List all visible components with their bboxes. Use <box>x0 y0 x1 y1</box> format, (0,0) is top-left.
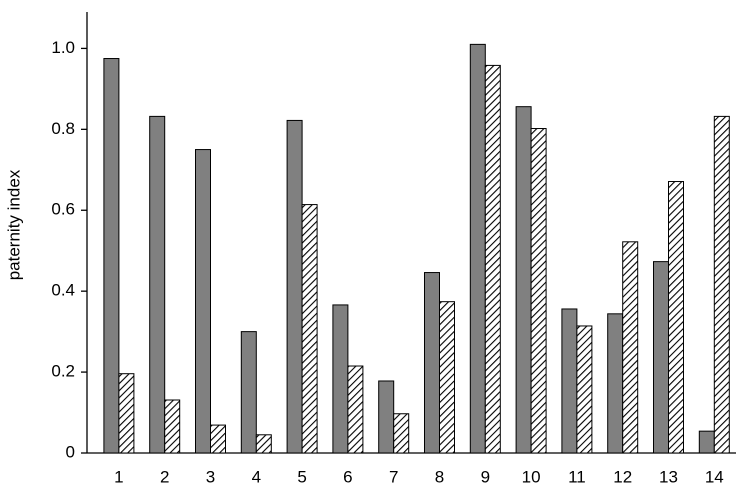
bar <box>240 331 257 454</box>
bar <box>515 106 532 454</box>
x-tick-label: 12 <box>613 467 632 486</box>
bar <box>149 115 166 454</box>
y-axis-label: paternity index <box>4 169 23 280</box>
bar <box>607 313 624 454</box>
x-tick-label: 7 <box>389 467 398 486</box>
y-tick-label: 1.0 <box>51 38 75 57</box>
x-tick-label: 9 <box>481 467 490 486</box>
bar <box>439 301 455 454</box>
x-tick-label: 6 <box>343 467 352 486</box>
bar <box>164 399 181 454</box>
x-tick-label: 8 <box>435 467 444 486</box>
bar <box>576 325 593 454</box>
x-tick-label: 10 <box>522 467 541 486</box>
bar <box>530 128 547 454</box>
bar <box>286 119 303 454</box>
bar <box>118 373 135 454</box>
y-tick-label: 0.8 <box>51 119 75 138</box>
bar <box>347 365 364 454</box>
bar <box>469 43 486 454</box>
bar <box>713 115 730 454</box>
y-tick-label: 0 <box>66 442 75 461</box>
x-tick-label: 11 <box>568 467 586 486</box>
y-tick-label: 0.6 <box>51 200 75 219</box>
x-tick-label: 1 <box>114 467 123 486</box>
y-tick-label: 0.4 <box>51 281 75 300</box>
bar <box>301 204 318 454</box>
bar <box>484 64 501 454</box>
bar <box>698 430 715 454</box>
bar <box>378 380 395 454</box>
bar <box>393 413 410 454</box>
x-tick-label: 13 <box>659 467 678 486</box>
bar <box>103 58 120 454</box>
bar <box>561 308 578 454</box>
x-tick-label: 14 <box>705 467 724 486</box>
x-tick-label: 4 <box>252 467 261 486</box>
bar <box>424 272 440 454</box>
bar <box>668 181 684 454</box>
bar <box>195 149 211 454</box>
x-tick-label: 5 <box>297 467 306 486</box>
y-tick-label: 0.2 <box>51 362 75 381</box>
bar <box>255 434 272 454</box>
bar <box>210 424 226 454</box>
bar <box>332 304 349 454</box>
x-tick-label: 2 <box>160 467 169 486</box>
bar <box>622 241 639 454</box>
x-tick-label: 3 <box>206 467 215 486</box>
bar <box>653 261 669 454</box>
